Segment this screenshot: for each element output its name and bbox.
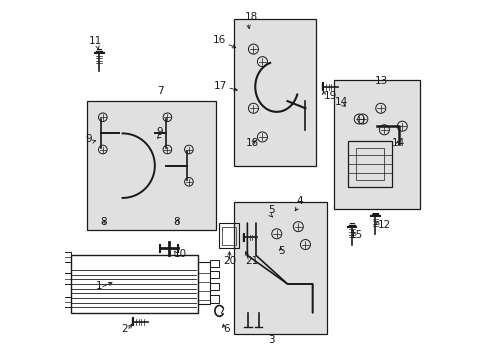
Text: 16: 16 bbox=[212, 35, 225, 45]
Bar bbox=[333, 80, 419, 209]
Text: 9: 9 bbox=[85, 134, 91, 144]
Bar bbox=[210, 271, 219, 278]
Text: 20: 20 bbox=[223, 256, 236, 266]
Bar bbox=[233, 202, 326, 334]
Text: 5: 5 bbox=[267, 205, 274, 215]
Text: 18: 18 bbox=[244, 12, 257, 22]
Bar bbox=[219, 223, 239, 248]
Bar bbox=[61, 252, 70, 262]
Bar bbox=[348, 140, 391, 187]
Bar bbox=[233, 19, 316, 166]
Text: 1: 1 bbox=[96, 282, 102, 291]
Text: 17: 17 bbox=[213, 81, 226, 91]
Bar bbox=[86, 101, 215, 230]
Text: 21: 21 bbox=[245, 256, 258, 266]
Text: 18: 18 bbox=[246, 138, 259, 148]
Bar bbox=[210, 260, 219, 267]
Text: 9: 9 bbox=[156, 127, 163, 137]
Bar bbox=[210, 296, 219, 303]
Bar bbox=[198, 262, 210, 304]
Text: 14: 14 bbox=[334, 97, 347, 107]
Text: 4: 4 bbox=[296, 197, 303, 206]
Text: 15: 15 bbox=[349, 230, 363, 240]
Text: 6: 6 bbox=[223, 324, 229, 334]
Text: 8: 8 bbox=[173, 217, 180, 227]
Bar bbox=[61, 273, 70, 284]
Bar bbox=[61, 297, 70, 307]
Text: 2: 2 bbox=[121, 324, 127, 334]
Bar bbox=[222, 226, 235, 244]
Text: 7: 7 bbox=[156, 86, 163, 96]
Bar bbox=[355, 148, 384, 180]
Text: 10: 10 bbox=[173, 249, 186, 259]
Text: 13: 13 bbox=[373, 76, 387, 86]
Text: 8: 8 bbox=[100, 217, 107, 227]
Text: 11: 11 bbox=[88, 36, 102, 46]
Text: 19: 19 bbox=[323, 91, 336, 101]
Text: 12: 12 bbox=[377, 220, 390, 230]
Text: 5: 5 bbox=[278, 246, 285, 256]
Text: 3: 3 bbox=[267, 335, 274, 345]
Bar bbox=[210, 283, 219, 291]
Text: 14: 14 bbox=[391, 138, 405, 148]
